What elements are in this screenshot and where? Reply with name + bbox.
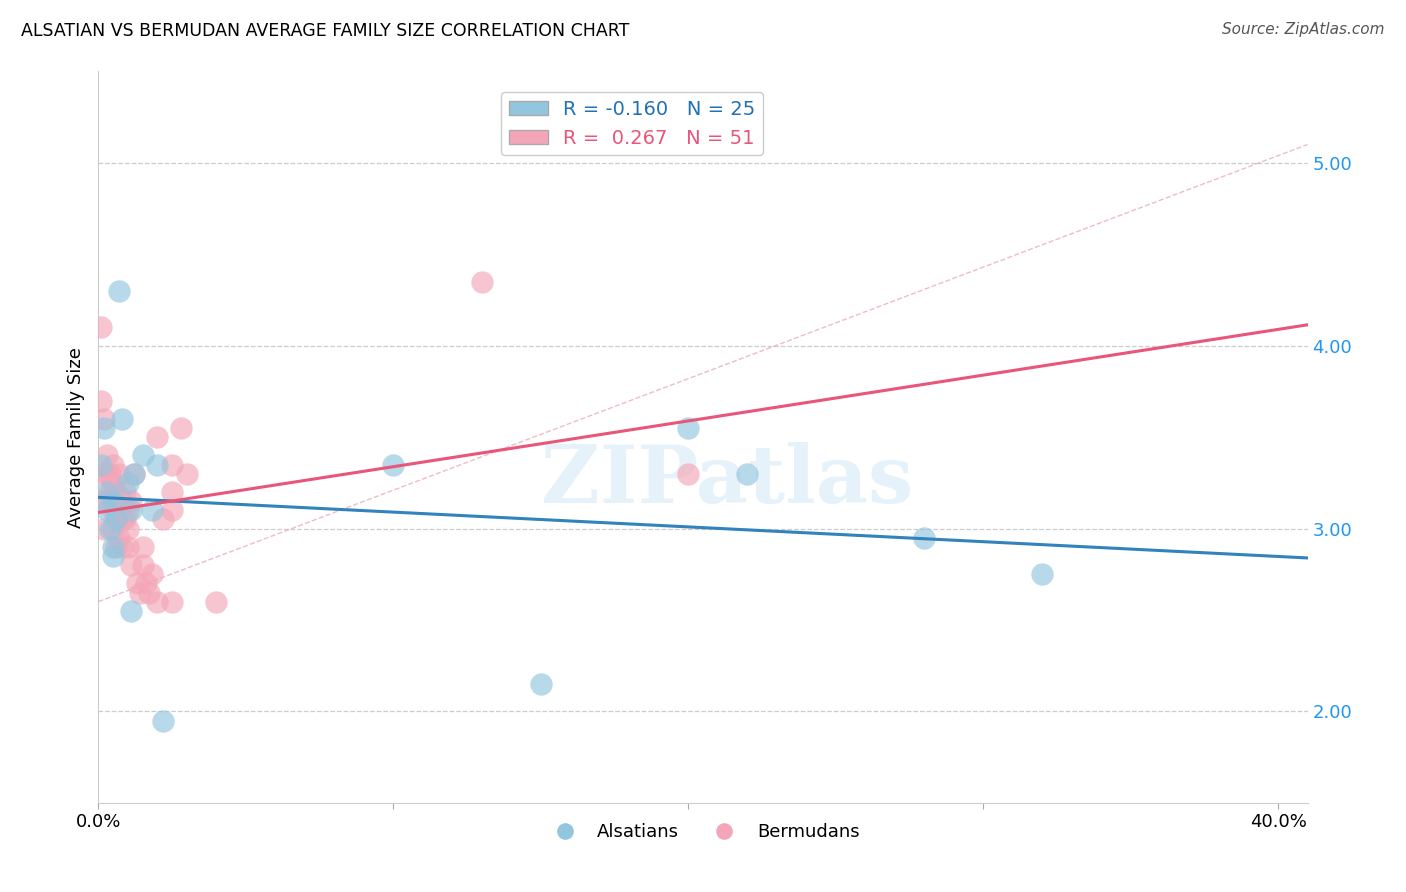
Point <box>120 494 142 508</box>
Point <box>96 503 118 517</box>
Point <box>111 412 134 426</box>
Point <box>176 467 198 481</box>
Point <box>93 521 115 535</box>
Point <box>131 540 153 554</box>
Point <box>101 521 124 535</box>
Point <box>93 412 115 426</box>
Point <box>128 585 150 599</box>
Point <box>114 512 136 526</box>
Point <box>105 512 128 526</box>
Point <box>152 512 174 526</box>
Point <box>101 549 124 563</box>
Point <box>141 503 163 517</box>
Point <box>90 467 112 481</box>
Point <box>105 485 128 500</box>
Point <box>120 604 142 618</box>
Point <box>138 585 160 599</box>
Point <box>135 576 157 591</box>
Point <box>912 531 935 545</box>
Text: ZIPatlas: ZIPatlas <box>541 442 914 520</box>
Point <box>160 594 183 608</box>
Point <box>105 540 128 554</box>
Point <box>101 475 124 490</box>
Point <box>96 448 118 462</box>
Point <box>530 677 553 691</box>
Point <box>117 503 139 517</box>
Point <box>471 275 494 289</box>
Point <box>111 540 134 554</box>
Point <box>108 467 131 481</box>
Point <box>122 467 145 481</box>
Point <box>101 503 124 517</box>
Point <box>160 503 183 517</box>
Point <box>160 485 183 500</box>
Point <box>101 540 124 554</box>
Point <box>131 558 153 573</box>
Point <box>170 421 193 435</box>
Point <box>1031 567 1053 582</box>
Point <box>131 448 153 462</box>
Point <box>90 458 112 472</box>
Point <box>382 458 405 472</box>
Legend: Alsatians, Bermudans: Alsatians, Bermudans <box>540 816 866 848</box>
Point <box>122 467 145 481</box>
Point <box>101 458 124 472</box>
Point <box>111 494 134 508</box>
Point <box>160 458 183 472</box>
Point <box>146 594 169 608</box>
Point <box>108 531 131 545</box>
Point <box>101 494 124 508</box>
Text: Source: ZipAtlas.com: Source: ZipAtlas.com <box>1222 22 1385 37</box>
Point <box>205 594 228 608</box>
Point <box>114 485 136 500</box>
Point <box>96 467 118 481</box>
Point <box>146 458 169 472</box>
Text: ALSATIAN VS BERMUDAN AVERAGE FAMILY SIZE CORRELATION CHART: ALSATIAN VS BERMUDAN AVERAGE FAMILY SIZE… <box>21 22 630 40</box>
Point <box>678 467 700 481</box>
Point <box>735 467 758 481</box>
Point <box>108 503 131 517</box>
Point <box>96 494 118 508</box>
Point <box>678 421 700 435</box>
Point <box>120 558 142 573</box>
Point <box>108 284 131 298</box>
Y-axis label: Average Family Size: Average Family Size <box>66 347 84 527</box>
Point <box>90 320 112 334</box>
Point <box>152 714 174 728</box>
Point <box>125 576 148 591</box>
Point <box>93 421 115 435</box>
Point <box>105 503 128 517</box>
Point <box>141 567 163 582</box>
Point <box>96 485 118 500</box>
Point <box>117 521 139 535</box>
Point <box>111 512 134 526</box>
Point <box>90 393 112 408</box>
Point <box>98 521 121 535</box>
Point <box>120 503 142 517</box>
Point <box>146 430 169 444</box>
Point <box>117 475 139 490</box>
Point <box>117 540 139 554</box>
Point <box>90 494 112 508</box>
Point <box>98 485 121 500</box>
Point <box>98 467 121 481</box>
